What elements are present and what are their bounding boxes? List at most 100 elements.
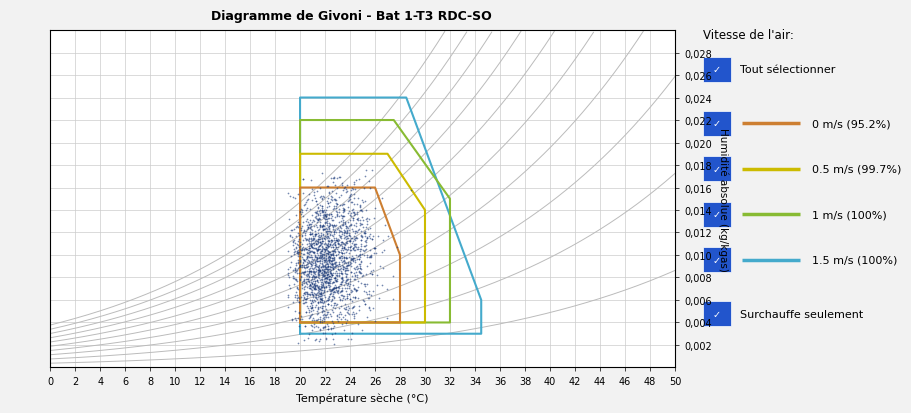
Point (323, 211, 338, 218)
Point (324, 287, 339, 293)
Point (336, 229, 351, 235)
Point (321, 233, 335, 240)
Point (349, 288, 363, 294)
Point (316, 278, 331, 285)
Point (346, 265, 361, 271)
Point (323, 276, 338, 283)
Point (340, 260, 354, 267)
Point (333, 233, 348, 240)
Point (321, 259, 335, 266)
Point (325, 252, 340, 258)
Point (305, 299, 320, 306)
Point (335, 287, 350, 294)
Point (280, 304, 294, 310)
Point (302, 230, 317, 236)
Point (321, 248, 335, 255)
Point (313, 264, 328, 271)
Point (325, 217, 340, 223)
Point (353, 221, 367, 228)
Point (314, 303, 329, 310)
Point (328, 196, 343, 203)
Point (323, 326, 338, 333)
Point (316, 311, 331, 317)
Point (302, 269, 316, 275)
Point (321, 234, 335, 241)
Point (320, 233, 334, 240)
Point (318, 261, 333, 267)
Point (312, 255, 327, 261)
Point (293, 273, 308, 280)
Point (317, 268, 332, 275)
Point (335, 266, 350, 272)
Point (314, 277, 329, 284)
Point (326, 205, 341, 212)
Point (319, 288, 333, 294)
Point (312, 290, 326, 297)
Point (317, 268, 332, 275)
Point (340, 307, 354, 313)
Point (312, 326, 327, 333)
Point (324, 258, 339, 265)
Point (321, 271, 335, 278)
Point (334, 262, 349, 268)
Point (305, 233, 320, 240)
Point (311, 244, 325, 250)
Point (336, 244, 351, 251)
Point (315, 280, 330, 286)
Point (302, 281, 317, 288)
Point (351, 303, 365, 309)
Point (322, 255, 337, 262)
Point (346, 313, 361, 319)
Point (333, 235, 348, 242)
Point (322, 266, 337, 273)
Point (333, 212, 348, 219)
Point (288, 316, 302, 322)
Point (319, 204, 333, 211)
Point (312, 242, 327, 249)
Point (343, 223, 358, 229)
Point (308, 262, 322, 268)
Point (305, 315, 320, 322)
Point (324, 233, 339, 239)
Point (357, 301, 372, 308)
Point (296, 260, 311, 266)
Point (309, 254, 323, 261)
Point (307, 270, 322, 276)
Point (320, 280, 334, 287)
Point (322, 285, 336, 292)
Point (298, 299, 312, 306)
Point (316, 324, 331, 330)
Point (353, 270, 368, 277)
Point (347, 187, 362, 193)
Point (329, 278, 343, 284)
Point (295, 280, 310, 286)
Point (305, 278, 320, 285)
Point (307, 271, 322, 278)
Point (323, 229, 338, 235)
Point (336, 250, 351, 257)
Point (309, 209, 323, 216)
Point (335, 213, 350, 220)
Point (326, 295, 341, 302)
Point (312, 267, 326, 273)
Point (317, 294, 332, 300)
Point (349, 235, 363, 242)
Point (309, 201, 323, 207)
Point (304, 271, 319, 278)
Point (335, 222, 350, 228)
Point (285, 316, 300, 322)
Point (320, 260, 334, 267)
Point (324, 264, 339, 271)
Point (343, 237, 357, 244)
Point (346, 228, 361, 235)
Point (325, 289, 340, 295)
Point (329, 252, 343, 259)
Point (291, 339, 305, 346)
Point (309, 291, 323, 298)
Point (300, 295, 314, 301)
Point (292, 244, 306, 251)
Point (322, 280, 337, 287)
Point (321, 326, 335, 333)
Point (359, 263, 374, 270)
Point (338, 228, 353, 235)
